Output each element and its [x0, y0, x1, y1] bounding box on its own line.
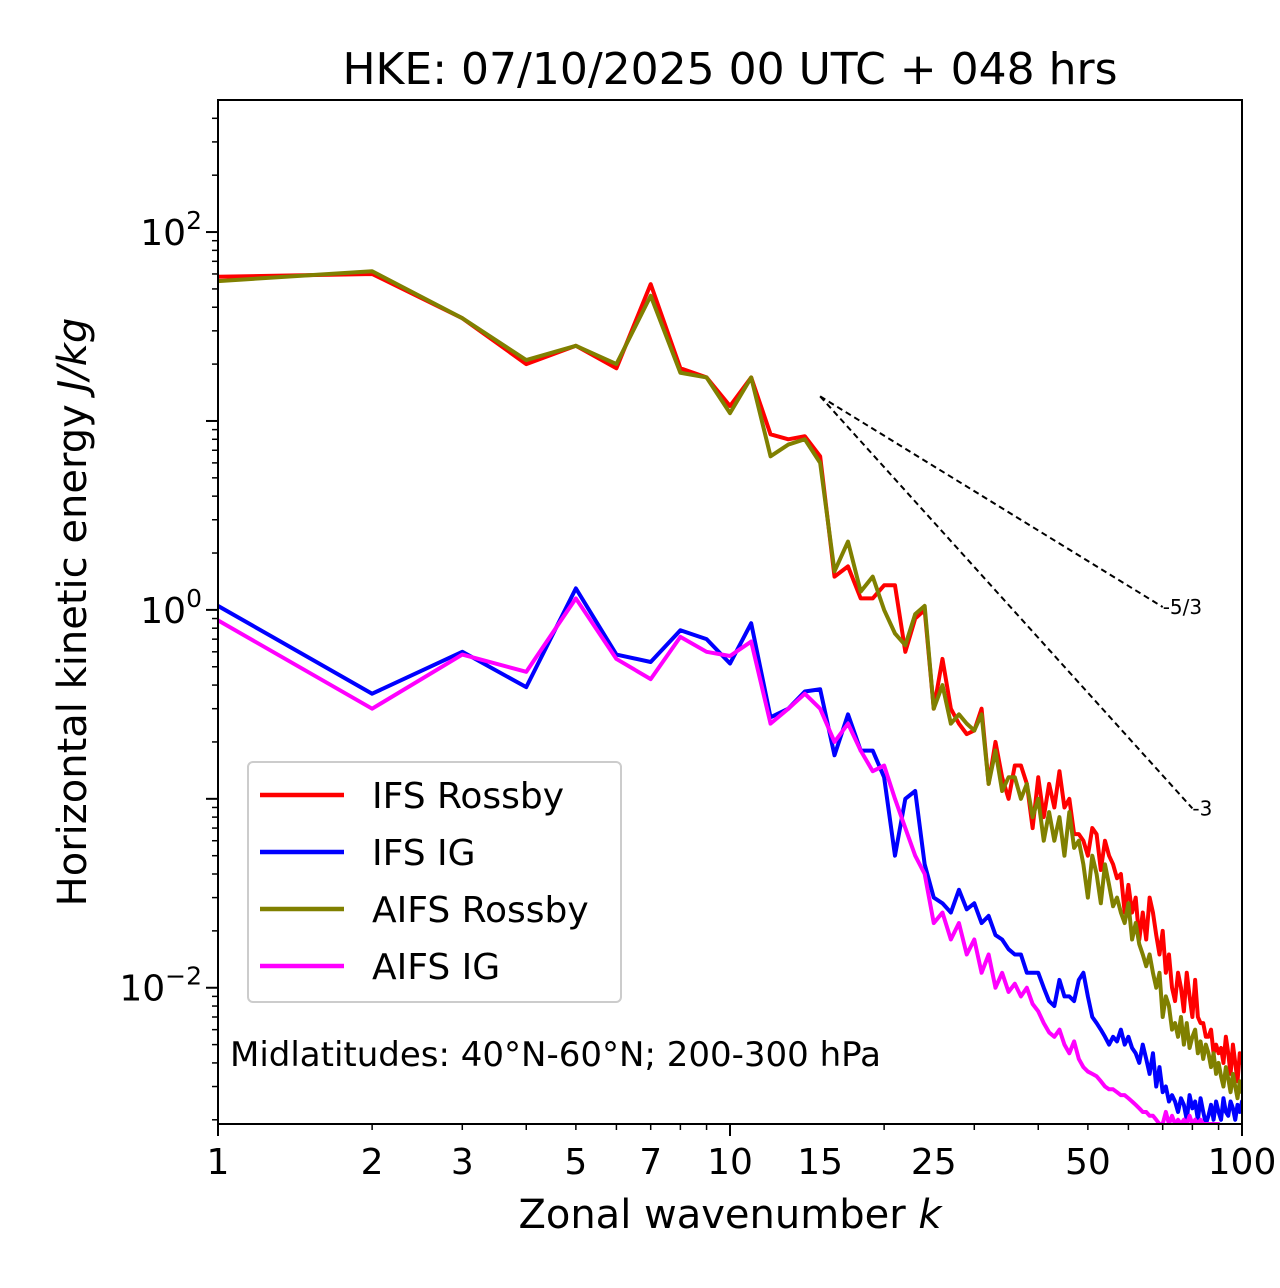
reference-label: -3	[1192, 796, 1212, 820]
reference-label: -5/3	[1163, 595, 1202, 619]
reference-labels: -5/3 -3	[1163, 595, 1213, 820]
series-line-aifs-rossby	[218, 269, 1242, 1101]
legend-label: IFS Rossby	[372, 776, 564, 817]
x-tick-labels: 1 2 3 5 7 10 15 25 50 100	[207, 1142, 1277, 1183]
x-tick-label: 7	[639, 1142, 662, 1183]
y-tick-label: 100	[140, 584, 202, 632]
axis-ticks	[206, 117, 1243, 1136]
x-axis-label: Zonal wavenumber k	[518, 1192, 943, 1238]
y-tick-labels: 102 100 10−2	[119, 206, 202, 1010]
legend-box	[247, 761, 622, 1003]
series-layer	[218, 269, 1242, 1124]
region-annotation: Midlatitudes: 40°N-60°N; 200-300 hPa	[230, 1035, 881, 1075]
legend: IFS Rossby IFS IG AIFS Rossby AIFS IG	[247, 761, 622, 1003]
reference-line-3	[819, 395, 1194, 810]
legend-label: IFS IG	[372, 833, 476, 874]
x-tick-label: 5	[564, 1142, 587, 1183]
x-tick-label: 25	[911, 1142, 957, 1183]
reference-line-53	[819, 395, 1164, 608]
series-line-aifs-ig	[218, 596, 1221, 1124]
reference-lines	[819, 395, 1194, 810]
legend-label: AIFS IG	[372, 947, 500, 988]
x-tick-label: 10	[707, 1142, 753, 1183]
x-tick-label: 3	[451, 1142, 474, 1183]
y-tick-label: 102	[140, 206, 202, 254]
x-tick-label: 15	[797, 1142, 843, 1183]
chart-title: HKE: 07/10/2025 00 UTC + 048 hrs	[342, 44, 1117, 95]
y-axis-label: Horizontal kinetic energy J/kg	[50, 318, 96, 907]
x-tick-label: 100	[1208, 1142, 1277, 1183]
x-tick-label: 2	[361, 1142, 384, 1183]
y-tick-label: 10−2	[119, 962, 202, 1010]
series-line-ifs-rossby	[218, 271, 1242, 1084]
x-tick-label: 50	[1065, 1142, 1111, 1183]
legend-label: AIFS Rossby	[372, 890, 589, 931]
x-tick-label: 1	[207, 1142, 230, 1183]
